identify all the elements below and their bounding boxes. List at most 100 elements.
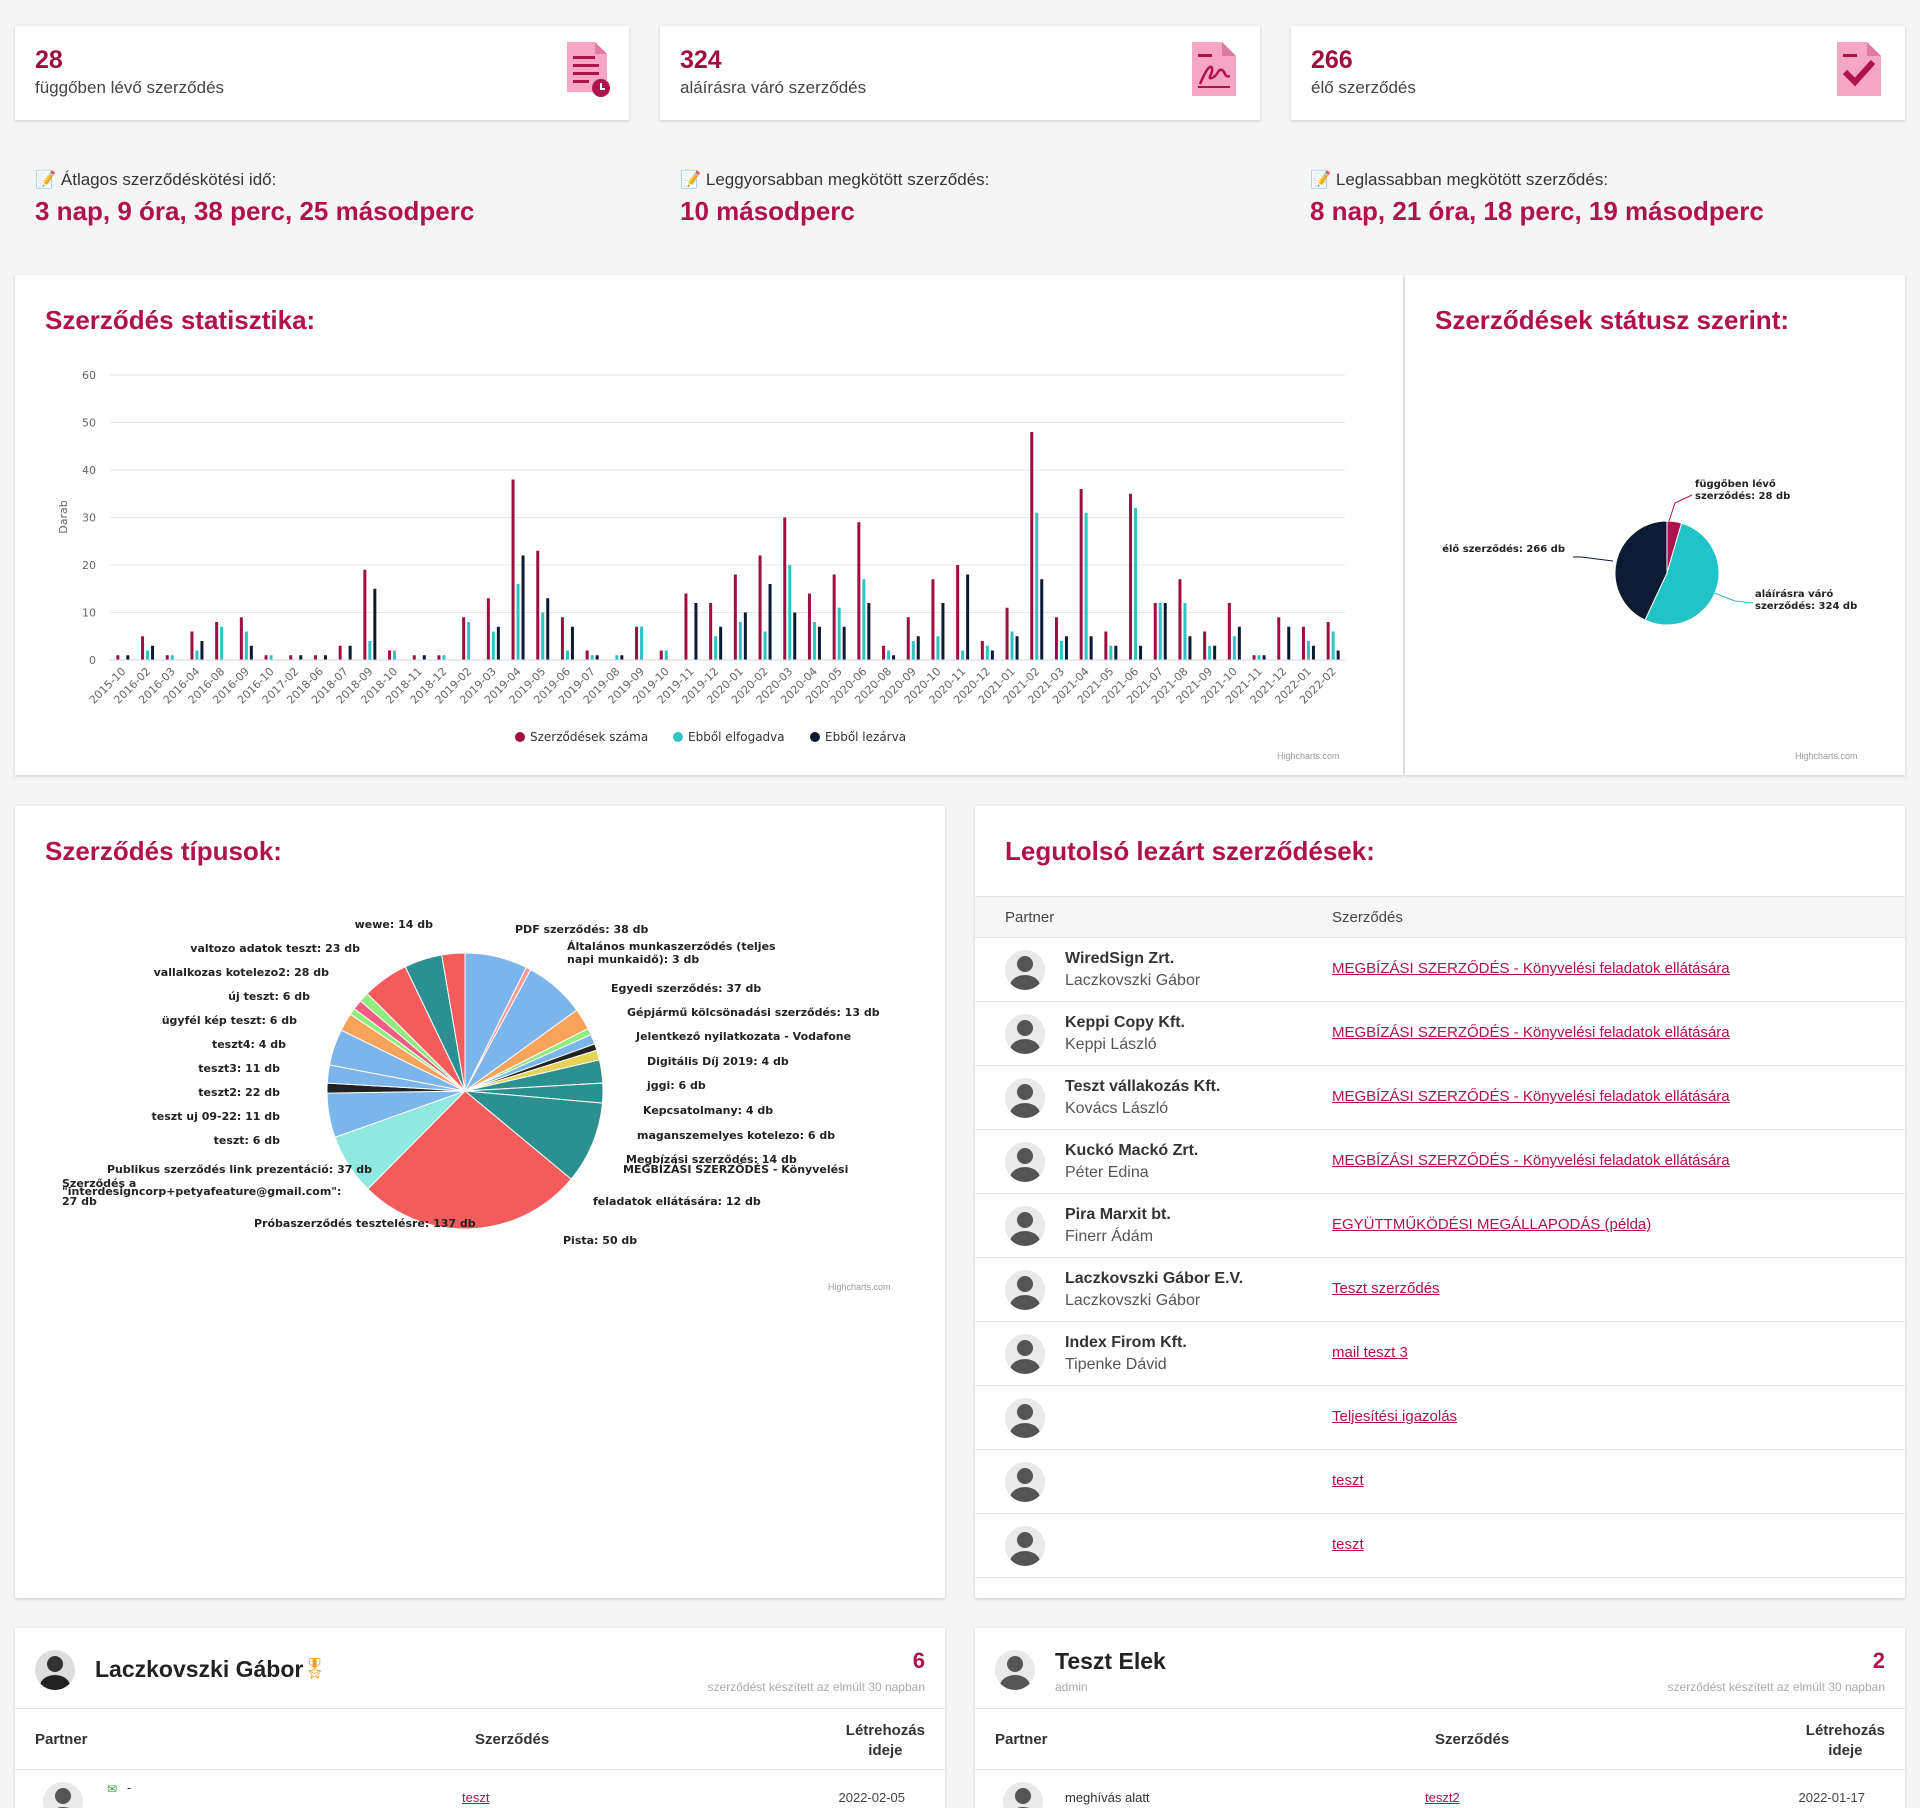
- bar: [388, 650, 392, 660]
- bar: [1301, 626, 1305, 660]
- legend-marker: [810, 732, 820, 742]
- bar: [892, 655, 896, 660]
- contract-link[interactable]: EGYÜTTMŰKÖDÉSI MEGÁLLAPODÁS (példa): [1332, 1216, 1652, 1233]
- bar: [1232, 636, 1236, 660]
- data-label: Általános munkaszerződés (teljes: [567, 940, 776, 953]
- bar: [956, 565, 960, 660]
- table-row: teszt: [975, 1514, 1905, 1578]
- bar: [496, 626, 500, 660]
- bar: [1064, 636, 1068, 660]
- contract-link[interactable]: MEGBÍZÁSI SZERZŐDÉS - Könyvelési feladat…: [1332, 1024, 1730, 1041]
- avatar: [43, 1782, 83, 1808]
- contract-link[interactable]: teszt2: [1425, 1790, 1460, 1805]
- partner-company: Kuckó Mackó Zrt.: [1065, 1142, 1199, 1159]
- data-label: ügyfél kép teszt: 6 db: [162, 1014, 297, 1027]
- bar: [768, 584, 772, 660]
- bar: [1158, 603, 1162, 660]
- bar: [1336, 650, 1340, 660]
- signature-document-icon: [1192, 42, 1236, 96]
- bar: [862, 579, 866, 660]
- label-connector: [1573, 556, 1614, 562]
- col-partner: Partner: [995, 1731, 1048, 1748]
- bar: [151, 645, 155, 660]
- bar: [570, 626, 574, 660]
- bar: [1005, 607, 1009, 660]
- contract-link[interactable]: mail teszt 3: [1332, 1344, 1408, 1361]
- highcharts-credit[interactable]: Highcharts.com: [1277, 751, 1340, 761]
- bar: [1203, 631, 1207, 660]
- bar: [931, 579, 935, 660]
- bar: [1326, 622, 1330, 660]
- avatar: [1005, 1206, 1045, 1246]
- col-partner: Partner: [1005, 909, 1055, 926]
- data-label: élő szerződés: 266 db: [1442, 543, 1565, 555]
- bar: [807, 593, 811, 660]
- bar: [615, 655, 619, 660]
- bar: [126, 655, 130, 660]
- bar: [714, 636, 718, 660]
- avatar: [1005, 1270, 1045, 1310]
- pie-slice: [463, 1090, 604, 1180]
- edit-icon: 📝: [1310, 170, 1336, 189]
- latest-title: Legutolsó lezárt szerződések:: [1005, 836, 1375, 866]
- data-label: maganszemelyes kotelezo: 6 db: [637, 1129, 835, 1142]
- data-label: Szerződés a: [62, 1177, 136, 1190]
- avatar: [1005, 1398, 1045, 1438]
- table-row: ✉ - teszt 2022-02-05: [15, 1770, 945, 1808]
- bar: [1227, 603, 1231, 660]
- label-connector: [1668, 494, 1693, 522]
- edit-icon: 📝: [680, 170, 706, 189]
- avatar[interactable]: [995, 1650, 1035, 1690]
- avatar[interactable]: [35, 1650, 75, 1690]
- contract-link[interactable]: Teljesítési igazolás: [1332, 1408, 1458, 1425]
- data-label: napi munkaidő): 3 db: [567, 953, 699, 966]
- statistics-bar-chart: 0102030405060Darab2015-102016-022016-032…: [57, 369, 1345, 744]
- kpi-card-awaiting-signature[interactable]: 324 aláírásra váró szerződés: [660, 26, 1260, 120]
- col-contract: Szerződés: [1435, 1731, 1510, 1748]
- contract-link[interactable]: teszt: [1332, 1536, 1364, 1553]
- bar: [1257, 655, 1261, 660]
- user-name: Laczkovszki Gábor: [95, 1656, 304, 1682]
- y-tick-label: 30: [82, 512, 96, 525]
- kpi-card-pending[interactable]: 28 függőben lévő szerződés: [15, 26, 629, 120]
- bar: [1079, 489, 1083, 660]
- bar: [1104, 631, 1108, 660]
- bar: [442, 655, 446, 660]
- kpi-card-live[interactable]: 266 élő szerződés: [1291, 26, 1905, 120]
- bar: [1163, 603, 1167, 660]
- col-contract: Szerződés: [1332, 909, 1403, 926]
- pie-slice: [441, 952, 466, 1092]
- bar: [1306, 641, 1310, 660]
- bar: [842, 626, 846, 660]
- status-title: Szerződések státusz szerint:: [1435, 305, 1790, 335]
- contract-link[interactable]: MEGBÍZÁSI SZERZŐDÉS - Könyvelési feladat…: [1332, 960, 1730, 977]
- contract-link[interactable]: teszt: [462, 1790, 490, 1805]
- legend-label: Ebből elfogadva: [688, 730, 785, 744]
- data-label: teszt3: 11 db: [198, 1062, 280, 1075]
- legend-label: Ebből lezárva: [825, 730, 906, 744]
- bar: [200, 641, 204, 660]
- bar: [1114, 645, 1118, 660]
- bar: [941, 603, 945, 660]
- highcharts-credit[interactable]: Highcharts.com: [828, 1282, 891, 1292]
- contract-statistics-panel: Szerződés statisztika: 0 10 20 30 40 50 60 Dara…: [15, 275, 1403, 775]
- contract-link[interactable]: MEGBÍZÁSI SZERZŐDÉS - Könyvelési feladat…: [1332, 1088, 1730, 1105]
- contract-types-panel: Szerződés típusok: PDF szerződés: 38 db Á…: [15, 806, 945, 1598]
- fastest-value: 10 másodperc: [680, 196, 855, 226]
- bar: [857, 522, 861, 660]
- contract-link[interactable]: teszt: [1332, 1472, 1364, 1489]
- avatar: [1005, 1014, 1045, 1054]
- bar: [348, 645, 352, 660]
- contract-link[interactable]: Teszt szerződés: [1332, 1280, 1440, 1297]
- data-label: jggi: 6 db: [646, 1079, 706, 1092]
- bar: [170, 655, 174, 660]
- bar: [684, 593, 688, 660]
- bar: [1084, 512, 1088, 660]
- highcharts-credit[interactable]: Highcharts.com: [1795, 751, 1858, 761]
- contract-link[interactable]: MEGBÍZÁSI SZERZŐDÉS - Könyvelési feladat…: [1332, 1152, 1730, 1169]
- partner-company: Laczkovszki Gábor E.V.: [1065, 1270, 1244, 1287]
- data-label: Jelentkező nyilatkozata - Vodafone: [635, 1030, 851, 1043]
- col-contract: Szerződés: [475, 1731, 550, 1748]
- bar: [817, 626, 821, 660]
- envelope-icon: ✉: [107, 1782, 118, 1796]
